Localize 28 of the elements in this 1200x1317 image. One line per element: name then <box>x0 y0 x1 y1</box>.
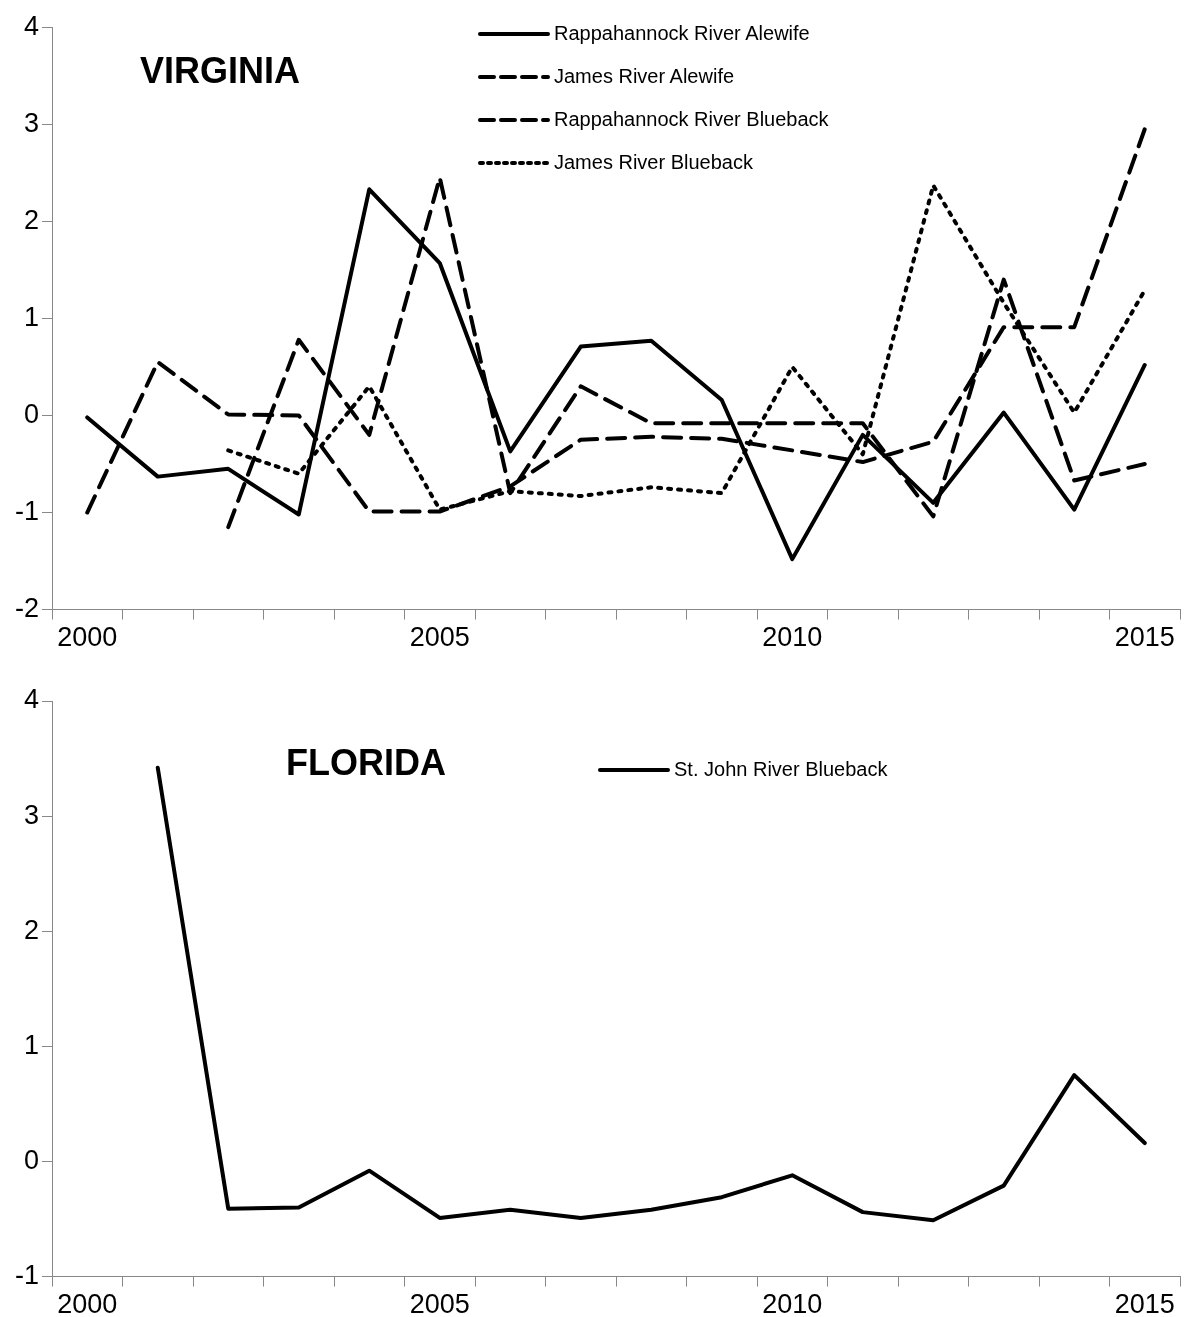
y-tick-label: -2 <box>14 593 40 624</box>
y-tick-label: 1 <box>23 301 40 332</box>
y-tick-label: 0 <box>23 1144 40 1175</box>
x-tick-label: 2015 <box>1114 1289 1175 1317</box>
legend-label: Rappahannock River Blueback <box>554 108 829 131</box>
x-tick-label: 2005 <box>409 1289 470 1317</box>
y-tick-label: 2 <box>23 914 40 945</box>
text: VIRGINIA <box>140 50 301 92</box>
x-tick-label: 2005 <box>409 622 470 653</box>
legend-label: James River Alewife <box>554 65 735 88</box>
y-tick-label: -1 <box>14 495 40 526</box>
y-tick-label: 3 <box>23 799 40 830</box>
y-tick-label: 3 <box>23 107 40 138</box>
y-tick-label: 4 <box>23 10 40 41</box>
legend-label: James River Blueback <box>554 151 753 174</box>
legend-label: Rappahannock River Alewife <box>554 22 810 45</box>
legend-label: St. John River Blueback <box>674 758 888 781</box>
text: FLORIDA <box>286 742 446 784</box>
x-tick-label: 2010 <box>762 622 823 653</box>
y-tick-label: 4 <box>23 684 40 715</box>
y-tick-label: 2 <box>23 204 40 235</box>
y-tick-label: -1 <box>14 1260 40 1291</box>
y-tick-label: 0 <box>23 398 40 429</box>
x-tick-label: 2010 <box>762 1289 823 1317</box>
x-tick-label: 2000 <box>57 622 118 653</box>
x-tick-label: 2000 <box>57 1289 118 1317</box>
x-tick-label: 2015 <box>1114 622 1175 653</box>
y-tick-label: 1 <box>23 1029 40 1060</box>
